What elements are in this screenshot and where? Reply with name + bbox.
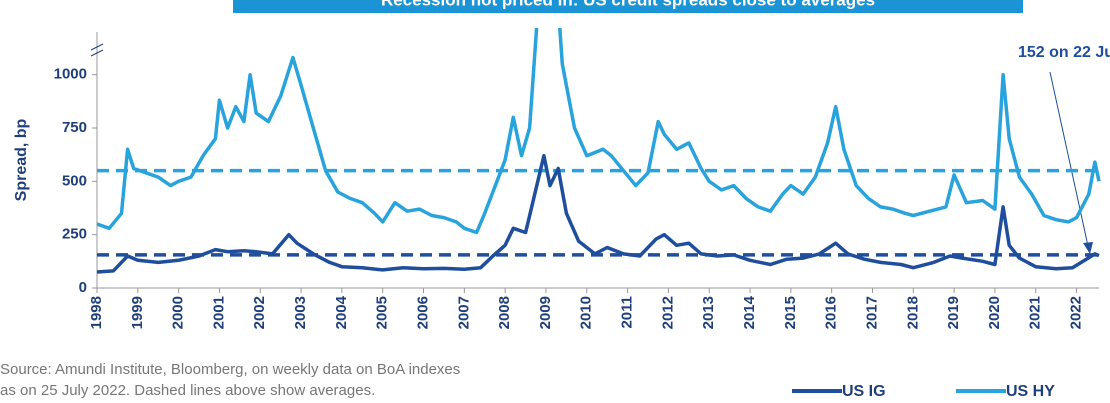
x-tick-label: 2004 (333, 295, 350, 329)
legend-label: US HY (1006, 383, 1055, 400)
x-tick-label: 2008 (496, 296, 513, 329)
x-tick-label: 2009 (537, 296, 554, 329)
x-tick-label: 2013 (700, 296, 717, 329)
x-tick-label: 2022 (1068, 296, 1085, 329)
x-tick-label: 2019 (945, 296, 962, 329)
x-tick-label: 2006 (414, 296, 431, 329)
arrow-head (1083, 242, 1093, 254)
x-tick-label: 2014 (741, 295, 758, 329)
x-tick-label: 2012 (659, 296, 676, 329)
y-tick-label: 250 (62, 226, 87, 243)
y-tick-label: 500 (62, 172, 87, 189)
legend-label: US IG (842, 383, 886, 400)
title-banner (233, 0, 1023, 13)
y-tick-label: 0 (79, 279, 87, 296)
x-tick-label: 2010 (578, 296, 595, 329)
x-tick-label: 1998 (88, 296, 105, 329)
source: as on 25 July 2022. Dashed lines above s… (0, 382, 375, 399)
x-tick-label: 2003 (292, 296, 309, 329)
x-tick-label: 2002 (251, 296, 268, 329)
x-tick-label: 1999 (129, 296, 146, 329)
series-line (97, 28, 1101, 235)
y-axis-label: Spread, bp (13, 118, 30, 201)
y-tick-label: 1000 (54, 66, 87, 83)
source: Source: Amundi Institute, Bloomberg, on … (0, 361, 460, 378)
x-tick-label: 2015 (782, 296, 799, 329)
x-tick-label: 2017 (863, 296, 880, 329)
axis-break (90, 43, 104, 51)
annotation: 152 on 22 Jul (1018, 44, 1110, 61)
annotation-arrow (1049, 71, 1089, 247)
chart-title: Recession not priced in: US credit sprea… (381, 0, 875, 9)
x-tick-label: 2000 (170, 296, 187, 329)
legend: US IG US HY (792, 383, 1055, 400)
x-tick-label: 2011 (619, 296, 636, 329)
series-line (97, 153, 1100, 274)
x-tick-label: 2021 (1027, 296, 1044, 329)
axis-break (90, 49, 104, 57)
x-tick-label: 2001 (210, 296, 227, 329)
x-tick-label: 2005 (374, 296, 391, 329)
y-tick-label: 750 (62, 119, 87, 136)
plot-area (97, 28, 1101, 274)
x-tick-label: 2018 (904, 296, 921, 329)
x-tick-label: 2016 (823, 296, 840, 329)
x-tick-label: 2007 (455, 296, 472, 329)
x-tick-label: 2020 (986, 296, 1003, 329)
